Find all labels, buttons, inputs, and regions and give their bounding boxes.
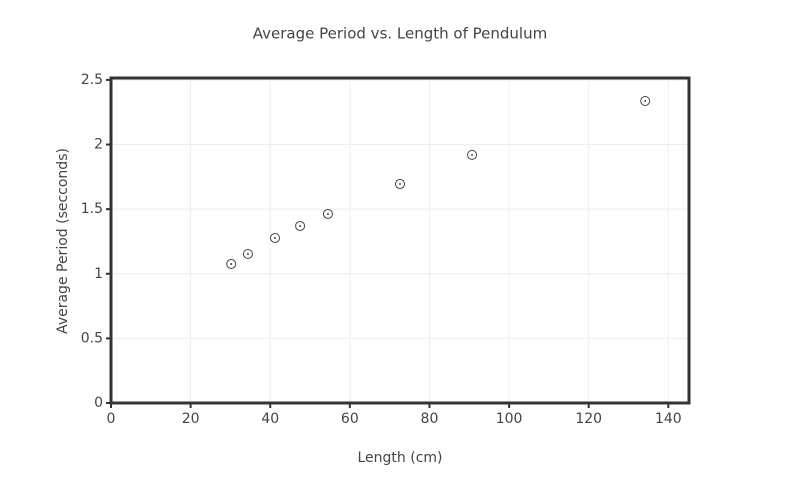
x-tick-label: 60 [341, 411, 359, 427]
y-tick-label: 2 [94, 137, 103, 153]
x-axis-label: Length (cm) [358, 450, 443, 466]
marks [226, 96, 651, 269]
y-tick-label: 0.5 [81, 330, 103, 346]
point-dot [230, 262, 233, 265]
point [242, 249, 253, 260]
point [467, 149, 478, 160]
point-ring [395, 178, 405, 189]
x-tick-label: 100 [496, 411, 523, 427]
point [640, 96, 651, 107]
x-tick-label: 80 [421, 411, 439, 427]
x-tick-label: 120 [575, 411, 602, 427]
point-ring [322, 208, 333, 219]
x-tick-label: 20 [182, 411, 200, 427]
point-ring [242, 249, 253, 260]
point-ring [640, 96, 651, 107]
point-dot [326, 212, 329, 215]
x-tick-label: 140 [655, 411, 682, 427]
plot-frame [109, 76, 691, 405]
y-axis-label: Average Period (secconds) [55, 148, 71, 334]
point-ring [467, 149, 478, 160]
point-dot [399, 182, 401, 185]
point-dot [471, 153, 474, 156]
point-ring [270, 232, 281, 243]
point-dot [299, 224, 302, 227]
point [322, 208, 333, 219]
x-tick-label: 0 [107, 411, 116, 427]
point-ring [295, 220, 306, 231]
point-dot [644, 100, 647, 103]
y-tick-label: 1.5 [81, 201, 103, 217]
point [226, 258, 237, 269]
point-dot [246, 253, 249, 256]
point [270, 232, 281, 243]
chart-title: Average Period vs. Length of Pendulum [253, 25, 547, 43]
x-tick-label: 40 [261, 411, 279, 427]
point [395, 178, 405, 189]
point-dot [274, 236, 277, 239]
point-ring [226, 258, 237, 269]
y-tick-label: 2.5 [81, 72, 103, 88]
grid [110, 78, 689, 404]
y-tick-label: 1 [94, 266, 103, 282]
point [295, 220, 306, 231]
y-tick-label: 0 [94, 395, 103, 411]
